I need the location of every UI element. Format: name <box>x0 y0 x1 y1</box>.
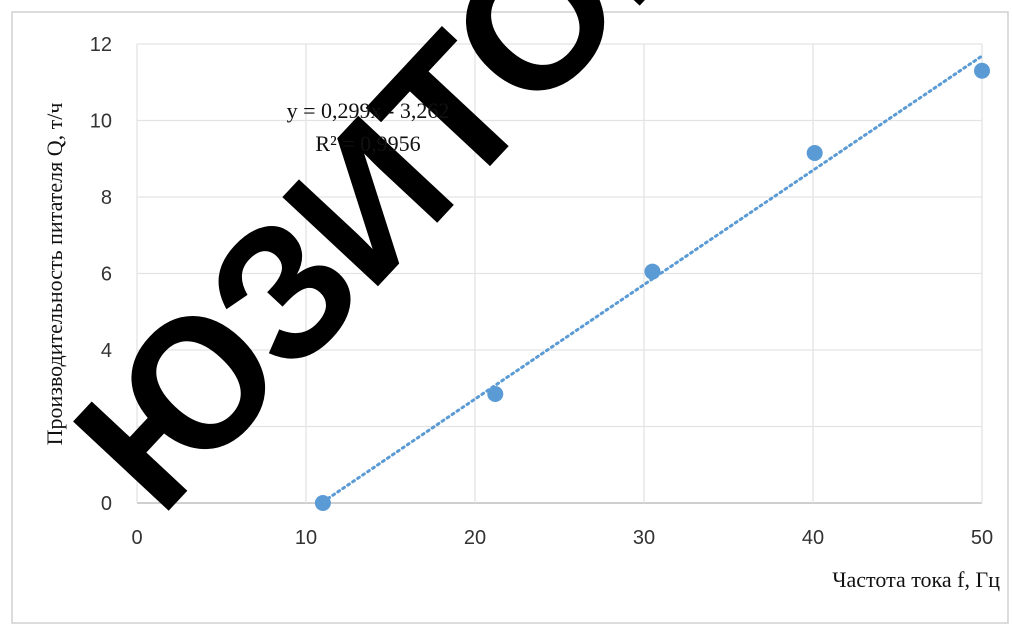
y-axis-title: Производительность питателя Q, т/ч <box>42 103 67 446</box>
data-point <box>314 495 331 511</box>
y-tick-label: 4 <box>101 340 112 362</box>
data-points <box>314 62 990 511</box>
y-tick-label: 8 <box>101 187 112 209</box>
x-tick-label: 40 <box>802 527 824 549</box>
grid-lines <box>136 43 983 504</box>
data-point <box>644 263 661 280</box>
y-tick-label: 10 <box>90 111 112 133</box>
x-tick-label: 30 <box>633 527 655 549</box>
x-axis-title: Частота тока f, Гц <box>832 567 1000 592</box>
x-tick-label: 10 <box>295 527 317 549</box>
data-point <box>487 385 504 402</box>
x-tick-label: 20 <box>464 527 486 549</box>
data-point <box>806 145 823 162</box>
x-tick-label: 50 <box>971 527 993 549</box>
trendline-r-squared: R² = 0,9956 <box>315 131 420 156</box>
y-tick-label: 12 <box>90 34 112 56</box>
tick-labels: 0 2 4 6 8 10 12 0 10 20 30 40 50 <box>90 34 993 549</box>
x-tick-label: 0 <box>131 527 142 549</box>
y-tick-label: 0 <box>101 493 112 515</box>
chart-border <box>11 11 1009 624</box>
y-tick-label: 2 <box>101 417 112 439</box>
y-tick-label: 6 <box>101 264 112 286</box>
data-point <box>974 62 990 79</box>
trendline-equation: y = 0,299x - 3,262 <box>287 98 450 123</box>
